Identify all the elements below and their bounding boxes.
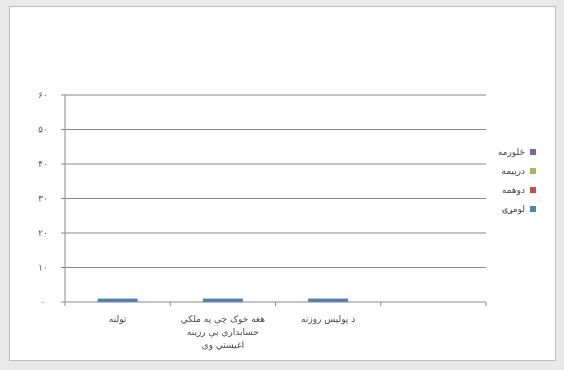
x-category-label: هغه خوک چې په ملکي	[181, 314, 266, 326]
bar	[97, 298, 138, 302]
legend-label: درېیمه	[501, 167, 525, 177]
legend-swatch	[530, 187, 536, 193]
legend: څلورمه درېیمه دوهمه لومړۍ	[498, 148, 536, 215]
y-tick-label: ۵۰	[38, 126, 48, 136]
y-tick-label: ۲۰	[38, 229, 48, 239]
y-tick-label: ۳۰	[38, 195, 48, 205]
x-category-label: د پولیس روزنه	[301, 315, 355, 325]
legend-label: څلورمه	[498, 148, 525, 158]
legend-swatch	[530, 168, 536, 174]
x-category-label: حسابداري بې رزینه	[187, 328, 259, 339]
axes	[61, 94, 487, 306]
legend-swatch	[530, 149, 536, 155]
legend-swatch	[530, 206, 536, 212]
gridlines	[65, 94, 486, 268]
legend-label: لومړۍ	[502, 205, 525, 215]
bar	[202, 298, 243, 302]
y-tick-label: ۱۰	[38, 264, 48, 274]
legend-label: دوهمه	[502, 186, 525, 196]
y-tick-label: ۰	[41, 298, 46, 308]
x-category-label: اغیستي وي	[202, 341, 244, 351]
y-tick-label: ۶۰	[38, 91, 48, 101]
x-category-label: تولنه	[109, 315, 127, 325]
bar	[308, 298, 349, 302]
bars	[97, 298, 349, 302]
y-tick-label: ۴۰	[38, 160, 48, 170]
labels: ۰ ۱۰ ۲۰ ۳۰ ۴۰ ۵۰ ۶۰ تولنه هغه خوک چې په ملکي حساب…	[38, 91, 355, 351]
